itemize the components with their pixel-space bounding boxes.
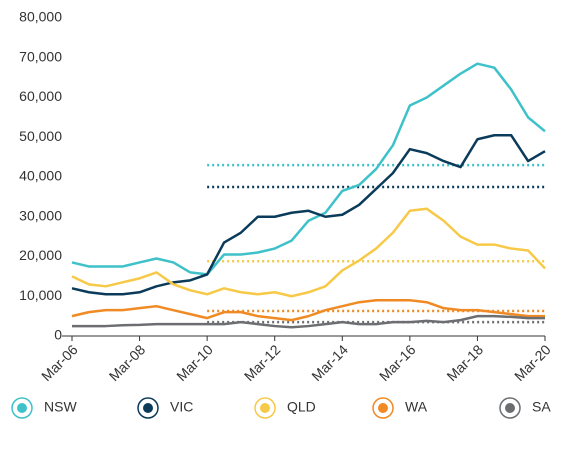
series-line [72, 314, 545, 329]
legend-label: SA [532, 399, 551, 415]
y-tick-label: 0 [54, 327, 62, 343]
legend-ring [499, 397, 521, 419]
series-line [71, 298, 545, 322]
x-tick-label: Mar-20 [511, 341, 554, 384]
legend-dot [260, 403, 270, 413]
x-tick-label: Mar-08 [106, 341, 149, 384]
legend-ring [372, 397, 394, 419]
legend-ring [137, 397, 159, 419]
y-tick-label: 30,000 [19, 207, 62, 223]
y-tick-label: 60,000 [19, 88, 62, 104]
x-tick-label: Mar-12 [241, 341, 284, 384]
series-line [71, 62, 546, 276]
y-tick-label: 40,000 [19, 168, 62, 184]
series-line [71, 207, 546, 298]
y-tick-label: 80,000 [19, 9, 62, 25]
legend-label: QLD [287, 399, 316, 415]
series-line [71, 134, 546, 296]
x-tick-label: Mar-18 [443, 341, 486, 384]
legend-dot [143, 403, 153, 413]
legend-dot [378, 403, 388, 413]
legend-label: NSW [44, 399, 77, 415]
legend-label: WA [405, 399, 428, 415]
x-tick-label: Mar-06 [38, 341, 81, 384]
legend-dot [505, 403, 515, 413]
x-tick-label: Mar-14 [308, 341, 351, 384]
x-tick-label: Mar-10 [173, 341, 216, 384]
y-tick-label: 10,000 [19, 287, 62, 303]
y-tick-label: 70,000 [19, 48, 62, 64]
y-tick-label: 50,000 [19, 128, 62, 144]
legend-label: VIC [170, 399, 193, 415]
x-tick-label: Mar-16 [376, 341, 419, 384]
legend-ring [11, 397, 33, 419]
y-tick-label: 20,000 [19, 247, 62, 263]
legend-dot [17, 403, 27, 413]
legend-ring [254, 397, 276, 419]
